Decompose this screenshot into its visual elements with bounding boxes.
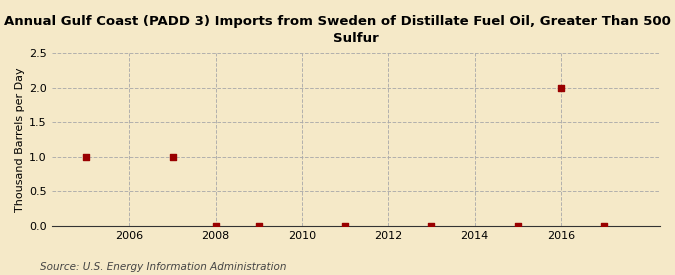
Point [340, 224, 350, 228]
Point [599, 224, 610, 228]
Y-axis label: Thousand Barrels per Day: Thousand Barrels per Day [15, 67, 25, 212]
Title: Annual Gulf Coast (PADD 3) Imports from Sweden of Distillate Fuel Oil, Greater T: Annual Gulf Coast (PADD 3) Imports from … [4, 15, 675, 45]
Point [253, 224, 264, 228]
Point [167, 155, 178, 159]
Text: Source: U.S. Energy Information Administration: Source: U.S. Energy Information Administ… [40, 262, 287, 272]
Point [211, 224, 221, 228]
Point [512, 224, 523, 228]
Point [81, 155, 92, 159]
Point [426, 224, 437, 228]
Point [556, 86, 566, 90]
